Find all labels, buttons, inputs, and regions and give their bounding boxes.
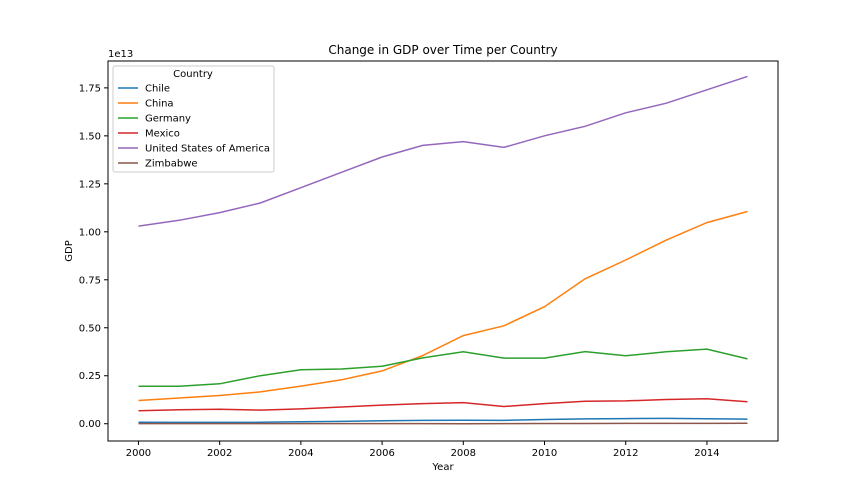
- y-tick-label: 1.75: [79, 83, 101, 94]
- legend-entry: China: [145, 99, 174, 110]
- y-axis-label: GDP: [64, 240, 75, 261]
- y-tick-label: 0.75: [79, 275, 101, 286]
- legend-entry: Zimbabwe: [145, 159, 198, 170]
- x-tick-label: 2002: [207, 448, 232, 459]
- chart-title: Change in GDP over Time per Country: [328, 43, 557, 57]
- x-tick-label: 2000: [126, 448, 151, 459]
- x-tick-label: 2010: [532, 448, 557, 459]
- x-tick-label: 2004: [288, 448, 313, 459]
- x-tick-label: 2006: [369, 448, 394, 459]
- legend-entry: Mexico: [145, 129, 180, 140]
- x-tick-label: 2008: [451, 448, 476, 459]
- y-axis: 0.00 0.25 0.50 0.75 1.00 1.25 1.50 1.75: [79, 83, 108, 430]
- series-line-united-states-of-america: [138, 75, 748, 227]
- x-tick-label: 2012: [613, 448, 638, 459]
- legend-title: Country: [173, 69, 213, 80]
- y-tick-label: 0.00: [79, 419, 101, 430]
- x-axis-label: Year: [431, 462, 454, 473]
- series-line-china: [138, 210, 748, 402]
- plot-frame: [107, 60, 779, 442]
- y-tick-label: 0.50: [79, 323, 101, 334]
- y-tick-label: 0.25: [79, 371, 101, 382]
- plot-area: [138, 75, 748, 425]
- y-offset-text: 1e13: [108, 49, 133, 60]
- series-line-germany: [138, 348, 748, 388]
- x-axis: 2000 2002 2004 2006 2008 2010 2012 2014: [126, 441, 720, 459]
- legend-entry: United States of America: [145, 144, 270, 155]
- series-line-chile: [138, 417, 748, 424]
- legend-box: [112, 65, 275, 173]
- y-tick-label: 1.50: [79, 131, 101, 142]
- legend-entry: Chile: [145, 84, 170, 95]
- series-line-mexico: [138, 398, 748, 412]
- legend-entry: Germany: [145, 114, 191, 125]
- y-tick-label: 1.00: [79, 227, 101, 238]
- y-tick-label: 1.25: [79, 179, 101, 190]
- x-tick-label: 2014: [694, 448, 719, 459]
